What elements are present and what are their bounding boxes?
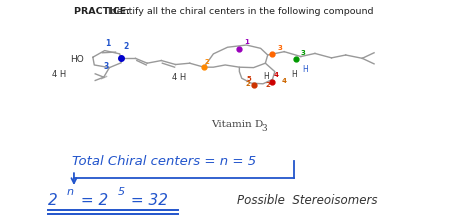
Text: 3: 3 — [262, 124, 267, 133]
Text: Total Chiral centers = n = 5: Total Chiral centers = n = 5 — [72, 155, 255, 168]
Text: H: H — [264, 72, 269, 81]
Text: 5: 5 — [246, 76, 251, 82]
Text: 4: 4 — [274, 72, 279, 78]
Text: PRACTICE:: PRACTICE: — [74, 7, 133, 16]
Text: Possible  Stereoisomers: Possible Stereoisomers — [237, 194, 377, 207]
Text: n: n — [67, 187, 74, 197]
Text: 4 H: 4 H — [52, 70, 66, 79]
Text: = 2: = 2 — [76, 193, 109, 208]
Text: 3: 3 — [301, 50, 306, 56]
Text: 3: 3 — [104, 62, 109, 71]
Text: 1: 1 — [106, 39, 111, 48]
Text: 4: 4 — [282, 78, 287, 84]
Text: HO: HO — [70, 55, 83, 64]
Text: 2: 2 — [124, 41, 129, 51]
Text: 4 H: 4 H — [172, 73, 186, 82]
Text: Identify all the chiral centers in the following compound: Identify all the chiral centers in the f… — [108, 7, 374, 16]
Text: 2: 2 — [205, 58, 210, 64]
Text: H: H — [292, 70, 297, 79]
Text: 2: 2 — [48, 193, 58, 208]
Text: 1: 1 — [244, 39, 249, 45]
Text: 5: 5 — [118, 187, 125, 197]
Text: 2: 2 — [265, 82, 270, 88]
Text: 2: 2 — [246, 81, 250, 87]
Text: H: H — [302, 65, 308, 74]
Text: Vitamin D: Vitamin D — [211, 120, 263, 129]
Text: 3: 3 — [277, 45, 282, 51]
Text: = 32: = 32 — [126, 193, 168, 208]
